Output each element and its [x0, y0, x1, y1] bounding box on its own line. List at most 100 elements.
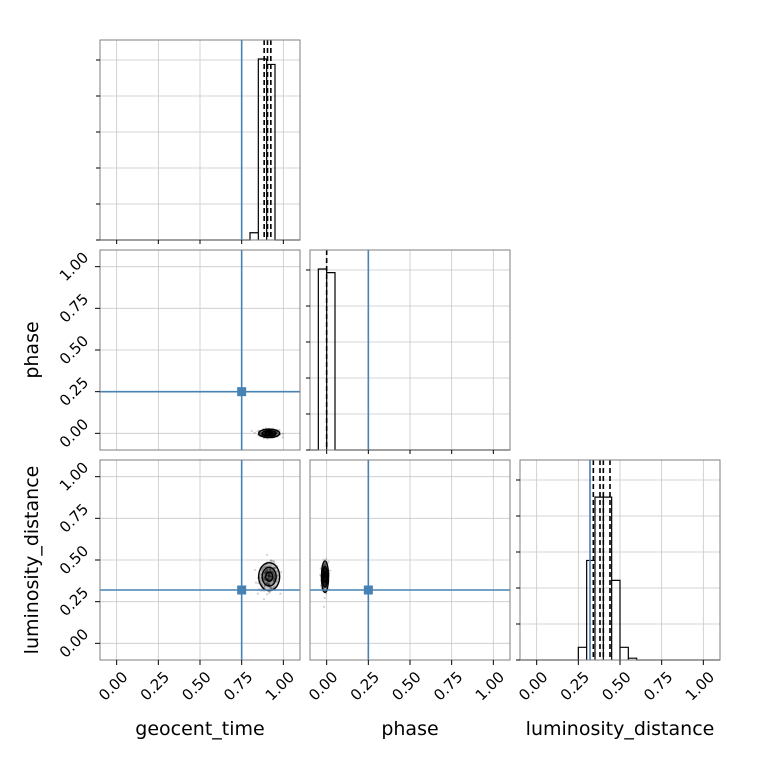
sample-point — [263, 585, 266, 588]
sample-point — [262, 576, 266, 579]
sample-point — [263, 577, 266, 580]
posterior-samples — [250, 427, 285, 440]
x-tick-label: 0.50 — [598, 668, 634, 704]
sample-point — [267, 564, 270, 568]
sample-point — [273, 577, 276, 580]
sample-point — [272, 572, 275, 575]
sample-point — [270, 587, 273, 590]
y-tick-label: 1.00 — [56, 458, 92, 494]
sample-point — [268, 572, 271, 575]
sample-point — [253, 431, 256, 434]
sample-point — [272, 560, 275, 563]
sample-point — [269, 578, 272, 581]
sample-point — [268, 574, 271, 577]
y-tick-label: 0.75 — [56, 290, 92, 326]
x-tick-label: 0.00 — [305, 668, 341, 704]
density-contour — [264, 571, 274, 583]
truth-marker — [237, 387, 247, 397]
x-tick-label: 0.00 — [95, 668, 131, 704]
x-tick-label: 0.25 — [347, 668, 383, 704]
x-tick-label: 0.25 — [137, 668, 173, 704]
x-tick-label: 0.50 — [388, 668, 424, 704]
density-contour — [321, 565, 329, 588]
sample-point — [262, 598, 266, 601]
sample-point — [323, 575, 327, 579]
sample-point — [266, 569, 269, 572]
posterior-samples — [253, 553, 283, 601]
sample-point — [277, 573, 280, 577]
sample-point — [264, 565, 268, 568]
sample-point — [281, 432, 285, 435]
sample-point — [263, 576, 266, 580]
sample-point — [269, 568, 272, 571]
sample-point — [271, 569, 274, 572]
x-tick-label: 1.00 — [472, 668, 508, 704]
y-tick-label: 0.25 — [56, 583, 92, 619]
sample-point — [269, 573, 272, 576]
sample-point — [324, 575, 327, 578]
sample-point — [266, 568, 269, 572]
sample-point — [323, 562, 326, 565]
sample-point — [268, 432, 271, 435]
sample-point — [323, 582, 327, 585]
sample-point — [327, 560, 330, 563]
x-axis-label-geocent_time: geocent_time — [135, 718, 264, 740]
sample-point — [268, 568, 271, 571]
sample-point — [324, 575, 327, 578]
y-axis-label-phase: phase — [21, 321, 43, 378]
sample-point — [266, 593, 269, 596]
sample-point — [271, 559, 274, 562]
sample-point — [261, 567, 264, 571]
sample-point — [267, 576, 270, 579]
sample-point — [273, 574, 276, 577]
density-contour — [261, 566, 277, 587]
sample-point — [264, 571, 267, 574]
y-tick-label: 0.50 — [56, 542, 92, 578]
sample-point — [265, 568, 269, 571]
sample-point — [267, 575, 271, 578]
sample-point — [268, 573, 271, 576]
truth-marker — [237, 585, 247, 595]
x-tick-label: 0.25 — [557, 668, 593, 704]
sample-point — [262, 566, 265, 570]
x-tick-label: 0.75 — [430, 668, 466, 704]
sample-point — [263, 571, 266, 575]
y-tick-label: 0.75 — [56, 500, 92, 536]
sample-point — [267, 574, 270, 577]
posterior-samples — [319, 558, 332, 608]
sample-point — [265, 568, 268, 571]
sample-point — [273, 567, 277, 570]
sample-point — [324, 575, 327, 578]
sample-point — [267, 574, 271, 578]
sample-point — [259, 431, 262, 434]
sample-point — [322, 558, 325, 561]
sample-point — [269, 574, 272, 578]
sample-point — [264, 570, 267, 573]
sample-point — [323, 582, 327, 585]
density-contour — [261, 429, 277, 437]
sample-point — [265, 553, 269, 556]
sample-point — [324, 573, 327, 577]
sample-point — [263, 565, 266, 568]
sample-point — [267, 572, 271, 575]
sample-point — [323, 573, 327, 576]
y-tick-label: 0.25 — [56, 373, 92, 409]
sample-point — [264, 570, 267, 573]
density-contour — [322, 570, 328, 583]
sample-point — [323, 596, 326, 600]
sample-point — [262, 574, 266, 577]
sample-point — [272, 432, 276, 435]
sample-point — [266, 581, 269, 584]
sample-point — [281, 436, 284, 439]
sample-point — [267, 432, 270, 435]
sample-point — [268, 574, 271, 578]
sample-point — [269, 586, 272, 589]
sample-point — [324, 563, 327, 566]
sample-point — [267, 574, 270, 577]
sample-point — [272, 585, 275, 588]
sample-point — [268, 591, 271, 594]
x-tick-label: 0.75 — [640, 668, 676, 704]
density-contour — [320, 560, 330, 594]
sample-point — [256, 582, 260, 585]
